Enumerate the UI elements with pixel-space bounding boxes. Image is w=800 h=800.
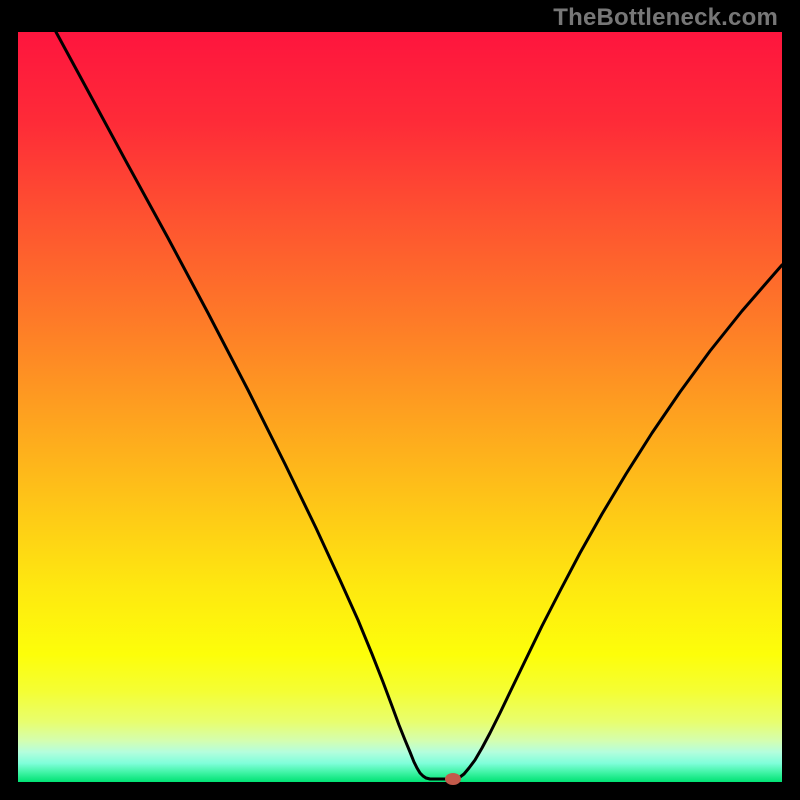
optimal-point-marker (445, 773, 461, 785)
chart-container: TheBottleneck.com (0, 0, 800, 800)
watermark-text: TheBottleneck.com (553, 4, 778, 32)
chart-svg (0, 0, 800, 800)
plot-background (18, 32, 782, 782)
